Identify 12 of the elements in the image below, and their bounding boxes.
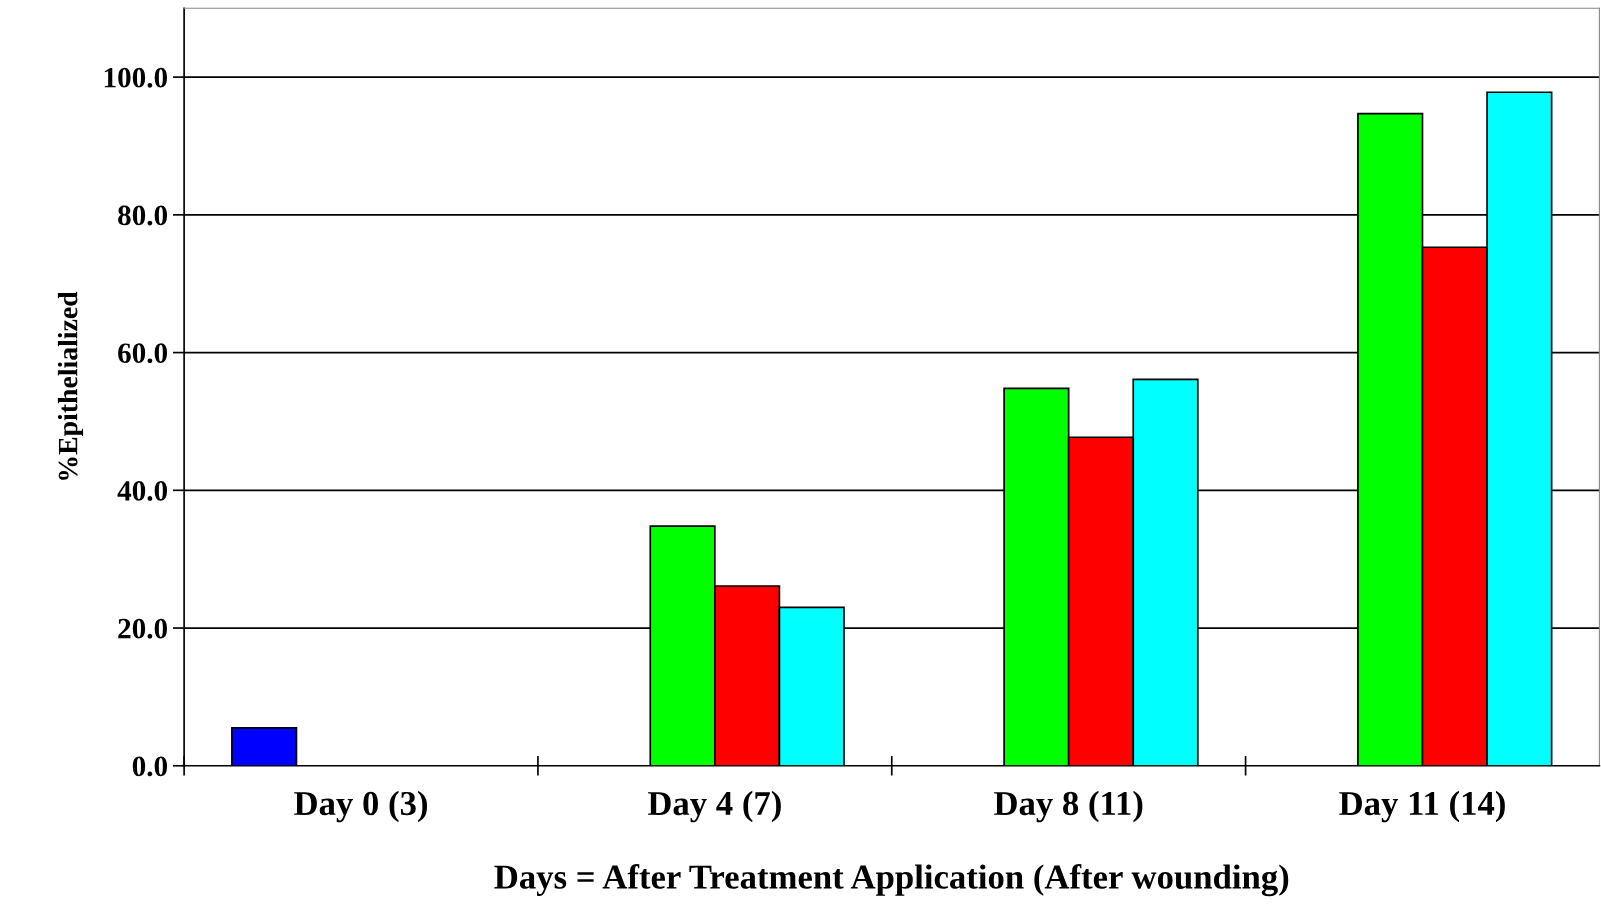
x-tick-label: Day 8 (11) (994, 790, 1143, 823)
x-tick-label: Day 0 (3) (294, 790, 427, 823)
x-tick-label: Day 11 (14) (1339, 790, 1505, 823)
x-axis-title: Days = After Treatment Application (After wounding) (494, 864, 1289, 897)
y-tick-label: 0.0 (132, 756, 168, 777)
y-axis-title: %Epithelialized (57, 291, 84, 480)
y-tick-label: 80.0 (118, 205, 168, 226)
y-tick-label: 20.0 (118, 618, 168, 639)
x-tick-label: Day 4 (7) (647, 790, 781, 823)
y-tick-label: 40.0 (117, 481, 168, 501)
y-tick-label: 60.0 (118, 343, 168, 364)
y-tick-label: 100.0 (104, 67, 168, 88)
